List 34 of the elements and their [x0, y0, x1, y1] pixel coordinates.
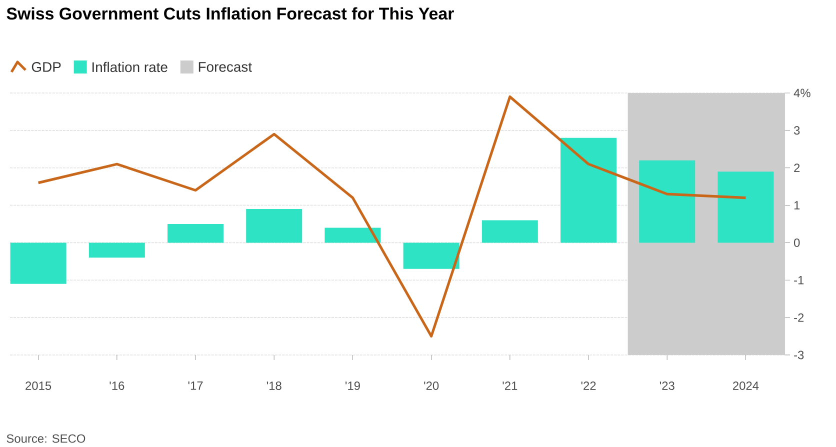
x-tick-label: '21 — [502, 382, 518, 390]
line-series — [37, 95, 748, 338]
legend-label: Inflation rate — [92, 62, 168, 72]
x-tick-label: '22 — [581, 382, 596, 390]
x-tick-label: 2024 — [733, 382, 759, 390]
y-tick-label: 1 — [794, 201, 800, 210]
chart-title: Swiss Government Cuts Inflation Forecast for This Year — [6, 7, 454, 20]
legend-label: GDP — [32, 62, 61, 72]
x-tick-label: '19 — [346, 382, 360, 390]
source-note: Source: SECO — [6, 434, 86, 443]
bar — [168, 224, 224, 243]
x-tick-label: '16 — [110, 382, 124, 390]
y-tick-label: 0 — [794, 238, 800, 247]
bar — [403, 242, 460, 269]
y-tick-label: 4% — [794, 88, 810, 98]
bar — [88, 242, 145, 258]
bar — [10, 242, 66, 284]
bar — [324, 228, 381, 243]
y-tick-label: 2 — [794, 164, 800, 172]
x-tick-label: '23 — [660, 382, 674, 390]
bar — [718, 172, 774, 243]
y-tick-label: -3 — [794, 350, 804, 360]
x-tick-label: '20 — [424, 382, 439, 390]
y-tick-label: -1 — [794, 276, 804, 284]
bar — [482, 220, 538, 243]
bar — [639, 160, 696, 243]
x-tick-label: 2015 — [26, 382, 52, 390]
x-tick-label: '17 — [188, 382, 203, 390]
y-tick-label: 3 — [794, 126, 800, 135]
bar — [246, 209, 302, 243]
x-tick-label: '18 — [266, 382, 282, 390]
legend-label: Forecast — [198, 62, 252, 72]
y-tick-label: -2 — [794, 313, 804, 322]
bar — [560, 138, 617, 243]
